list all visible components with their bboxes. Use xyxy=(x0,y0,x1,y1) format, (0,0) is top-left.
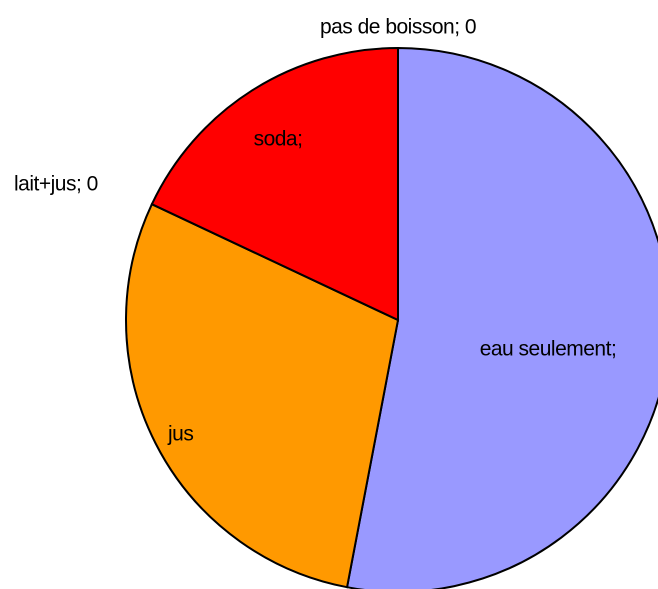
slice-label: pas de boisson; 0 xyxy=(320,16,476,39)
slice-label: jus xyxy=(167,423,193,446)
pie-slice xyxy=(150,46,399,322)
slice-label: soda; xyxy=(254,128,303,151)
pie-slice xyxy=(125,202,400,589)
pie-slice xyxy=(345,46,658,589)
slice-label: eau seulement; xyxy=(480,338,617,361)
slice-label: lait+jus; 0 xyxy=(14,173,98,196)
